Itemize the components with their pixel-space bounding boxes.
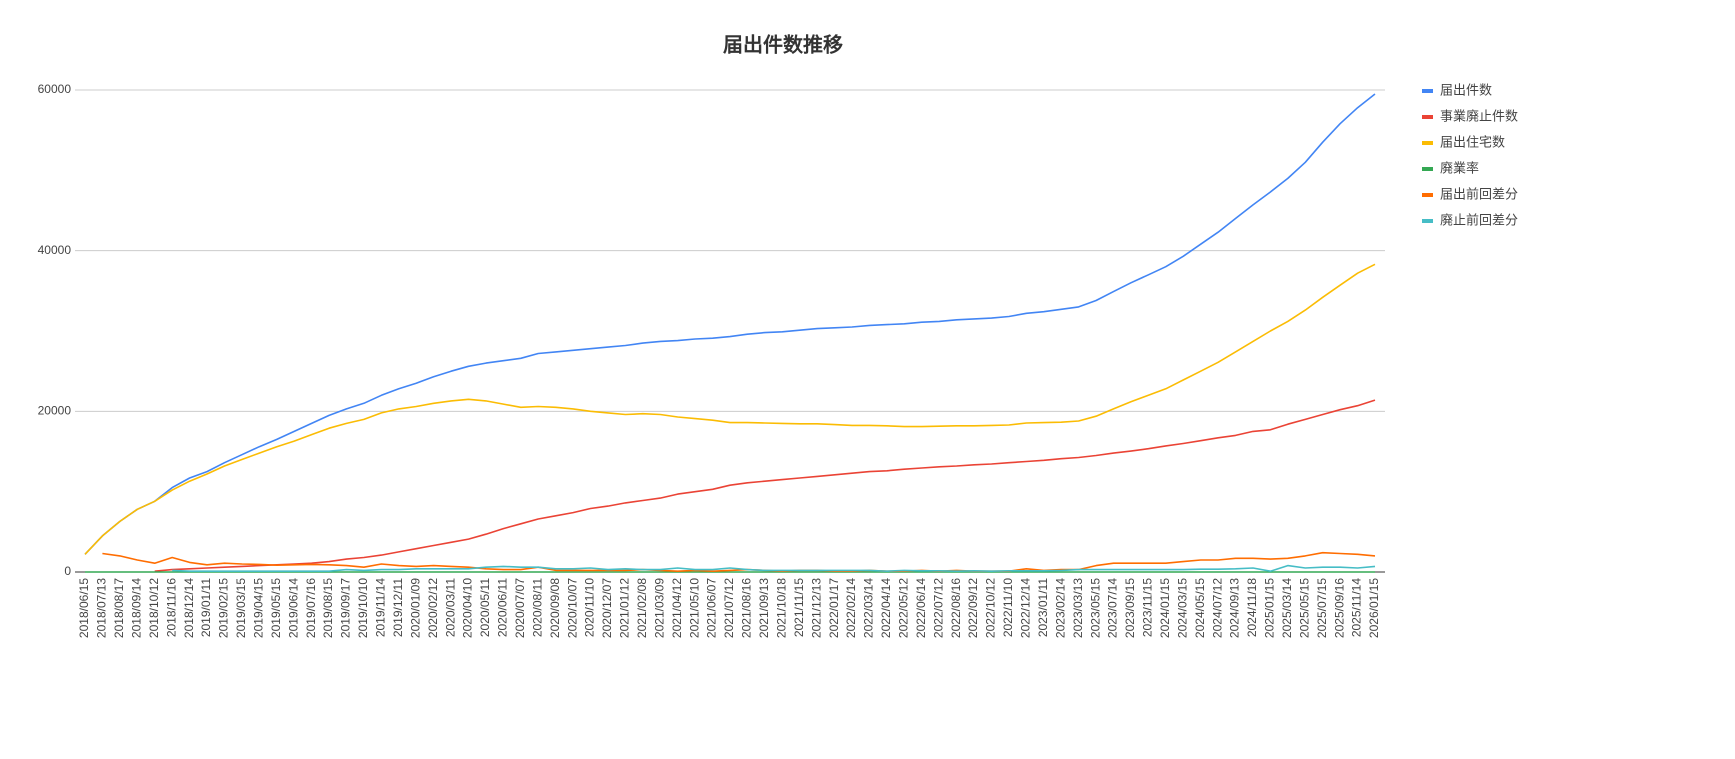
- x-tick-label: 2023/11/15: [1141, 578, 1155, 637]
- x-tick-label: 2022/02/14: [844, 578, 858, 638]
- x-tick-label: 2025/03/14: [1280, 578, 1294, 638]
- x-tick-label: 2021/06/07: [705, 578, 719, 638]
- x-tick-label: 2023/02/14: [1053, 578, 1067, 638]
- x-tick-label: 2022/08/16: [949, 578, 963, 638]
- x-tick-label: 2025/01/15: [1263, 578, 1277, 638]
- x-tick-label: 2019/04/15: [251, 578, 265, 638]
- x-tick-label: 2020/02/12: [426, 578, 440, 638]
- x-tick-label: 2022/01/17: [827, 578, 841, 638]
- x-tick-label: 2020/09/08: [548, 578, 562, 638]
- x-tick-label: 2021/10/18: [774, 578, 788, 638]
- x-tick-label: 2023/09/15: [1123, 578, 1137, 638]
- x-tick-label: 2025/09/16: [1332, 578, 1346, 638]
- x-tick-label: 2020/08/11: [530, 578, 544, 637]
- x-tick-label: 2022/04/14: [879, 578, 893, 638]
- x-tick-label: 2021/07/12: [722, 578, 736, 638]
- x-tick-label: 2019/07/16: [304, 578, 318, 638]
- legend-swatch: [1422, 115, 1433, 119]
- x-tick-label: 2019/10/10: [356, 578, 370, 638]
- legend-swatch: [1422, 89, 1433, 93]
- x-tick-label: 2022/12/14: [1019, 578, 1033, 638]
- x-tick-label: 2021/08/16: [740, 578, 754, 638]
- legend-label: 届出住宅数: [1440, 134, 1505, 149]
- legend-swatch: [1422, 167, 1433, 171]
- x-tick-label: 2020/12/07: [600, 578, 614, 638]
- x-tick-label: 2024/11/18: [1245, 578, 1259, 637]
- x-tick-label: 2025/05/15: [1297, 578, 1311, 638]
- series-line: [84, 93, 1376, 555]
- x-tick-label: 2020/06/11: [496, 578, 510, 637]
- x-tick-label: 2019/03/15: [234, 578, 248, 638]
- legend-swatch: [1422, 141, 1433, 145]
- legend-label: 廃止前回差分: [1440, 212, 1518, 227]
- x-tick-label: 2025/11/14: [1350, 578, 1364, 637]
- x-tick-label: 2018/08/17: [112, 578, 126, 638]
- x-tick-label: 2018/09/14: [129, 578, 143, 638]
- x-tick-label: 2024/05/15: [1193, 578, 1207, 638]
- x-tick-label: 2019/02/15: [217, 578, 231, 638]
- y-tick-label: 0: [64, 564, 71, 578]
- x-tick-label: 2023/05/15: [1088, 578, 1102, 638]
- x-tick-label: 2021/09/13: [757, 578, 771, 638]
- y-tick-label: 60000: [38, 82, 72, 96]
- x-tick-label: 2019/08/15: [321, 578, 335, 638]
- x-tick-label: 2022/11/10: [1001, 578, 1015, 637]
- x-tick-label: 2019/01/11: [199, 578, 213, 637]
- x-tick-label: 2019/11/14: [374, 578, 388, 637]
- x-tick-label: 2023/07/14: [1106, 578, 1120, 638]
- x-tick-label: 2020/03/11: [443, 578, 457, 637]
- x-tick-label: 2019/09/17: [339, 578, 353, 638]
- x-tick-label: 2022/09/12: [966, 578, 980, 638]
- x-tick-label: 2024/03/15: [1175, 578, 1189, 638]
- x-tick-label: 2023/01/11: [1036, 578, 1050, 637]
- legend-swatch: [1422, 219, 1433, 223]
- y-tick-label: 40000: [38, 243, 72, 257]
- legend-swatch: [1422, 193, 1433, 197]
- x-tick-label: 2024/09/13: [1228, 578, 1242, 638]
- legend-label: 届出件数: [1440, 82, 1492, 97]
- chart-title: 届出件数推移: [723, 32, 843, 56]
- x-tick-label: 2026/01/15: [1367, 578, 1381, 638]
- x-tick-label: 2020/11/10: [583, 578, 597, 637]
- x-tick-label: 2020/05/11: [478, 578, 492, 637]
- x-tick-label: 2022/10/12: [984, 578, 998, 638]
- legend-label: 事業廃止件数: [1440, 108, 1518, 123]
- x-tick-label: 2018/10/12: [147, 578, 161, 638]
- x-tick-label: 2022/03/14: [862, 578, 876, 638]
- x-tick-label: 2020/04/10: [461, 578, 475, 638]
- series-line: [84, 263, 1376, 555]
- x-tick-label: 2018/12/14: [182, 578, 196, 638]
- x-tick-label: 2022/06/14: [914, 578, 928, 638]
- y-tick-label: 20000: [38, 404, 72, 418]
- x-tick-label: 2024/07/12: [1210, 578, 1224, 638]
- x-tick-label: 2021/12/13: [809, 578, 823, 638]
- x-tick-label: 2019/05/15: [269, 578, 283, 638]
- x-tick-label: 2021/03/09: [652, 578, 666, 638]
- legend-label: 届出前回差分: [1440, 186, 1518, 201]
- legend-label: 廃業率: [1440, 160, 1479, 175]
- x-tick-label: 2018/07/13: [95, 578, 109, 638]
- x-tick-label: 2018/11/16: [164, 578, 178, 637]
- x-tick-label: 2019/06/14: [286, 578, 300, 638]
- x-tick-label: 2021/04/12: [670, 578, 684, 638]
- series-line: [172, 564, 1376, 572]
- x-tick-label: 2020/07/07: [513, 578, 527, 638]
- x-tick-label: 2021/05/10: [687, 578, 701, 638]
- x-tick-label: 2021/11/15: [792, 578, 806, 637]
- x-tick-label: 2022/05/12: [896, 578, 910, 638]
- series-line: [154, 399, 1376, 572]
- x-tick-label: 2020/01/09: [408, 578, 422, 638]
- x-tick-label: 2021/02/08: [635, 578, 649, 638]
- x-tick-label: 2018/06/15: [77, 578, 91, 638]
- series-line: [102, 551, 1376, 572]
- x-tick-label: 2025/07/15: [1315, 578, 1329, 638]
- x-tick-label: 2024/01/15: [1158, 578, 1172, 638]
- x-tick-label: 2019/12/11: [391, 578, 405, 637]
- x-tick-label: 2023/03/13: [1071, 578, 1085, 638]
- x-tick-label: 2022/07/12: [931, 578, 945, 638]
- x-tick-label: 2021/01/12: [618, 578, 632, 638]
- x-tick-label: 2020/10/07: [565, 578, 579, 638]
